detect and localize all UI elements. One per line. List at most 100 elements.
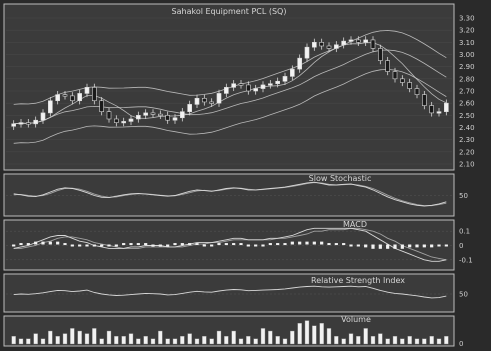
- volume-bar: [40, 338, 46, 345]
- price-band-3: [13, 68, 447, 144]
- price-tick-label: 3.00: [459, 51, 475, 59]
- volume-title: Volume: [341, 315, 371, 324]
- macd-hist-bar: [283, 243, 287, 246]
- macd-line-0: [13, 227, 447, 262]
- price-panel: [3, 3, 455, 171]
- volume-bar: [429, 336, 434, 345]
- macd-hist-bar: [202, 244, 206, 247]
- candle: [150, 112, 156, 115]
- volume-bar: [356, 336, 361, 345]
- candle: [121, 121, 126, 124]
- candle: [407, 82, 412, 89]
- candle: [348, 39, 354, 42]
- macd-hist-bar: [408, 244, 412, 248]
- price-axis-ticks: 3.30 3.20 3.10 3.00 2.90 2.80 2.70 2.60 2.50 2.40…: [459, 15, 475, 169]
- volume-bar: [246, 336, 251, 345]
- macd-hist-bar: [232, 243, 236, 246]
- macd-hist-bar: [26, 243, 30, 246]
- candle: [246, 84, 251, 92]
- volume-bar: [224, 336, 229, 345]
- macd-title: MACD: [343, 220, 367, 229]
- candle: [114, 118, 119, 123]
- candle: [268, 83, 273, 86]
- macd-hist-bar: [342, 243, 346, 246]
- macd-line-1: [13, 227, 447, 261]
- macd-hist-bar: [129, 243, 133, 246]
- volume-bar: [407, 336, 412, 345]
- stochastic-line-1: [13, 182, 447, 207]
- candle: [216, 93, 222, 104]
- volume-bar: [187, 333, 192, 345]
- candle: [165, 115, 170, 121]
- candle: [312, 42, 317, 48]
- volume-bar: [400, 338, 405, 345]
- macd-hist-bar: [327, 243, 331, 246]
- price-tick-label: 3.20: [459, 27, 475, 35]
- candle: [231, 83, 236, 88]
- candle: [128, 118, 134, 122]
- price-tick-label: 2.10: [459, 161, 475, 169]
- price-tick-label: 2.60: [459, 100, 475, 108]
- candle: [172, 117, 178, 121]
- volume-bar: [444, 336, 449, 345]
- price-tick-label: 2.50: [459, 112, 475, 120]
- candle: [341, 40, 346, 46]
- rsi-line-0: [13, 285, 447, 299]
- volume-bar: [180, 336, 185, 345]
- volume-bar: [136, 338, 141, 345]
- volume-bar: [348, 333, 354, 345]
- volume-bar: [209, 338, 214, 345]
- candle: [414, 88, 420, 95]
- candle: [70, 95, 75, 102]
- volume-bar: [114, 336, 119, 345]
- macd-hist-bar: [444, 244, 448, 247]
- macd-hist-bar: [12, 244, 16, 247]
- candle: [290, 68, 295, 77]
- macd-layer: 0.1 0 -0.1: [6, 227, 473, 264]
- volume-bar: [62, 333, 68, 345]
- volume-tick-label: 0: [459, 340, 463, 348]
- volume-bar: [341, 338, 346, 345]
- volume-bar: [297, 323, 302, 345]
- macd-hist-bar: [107, 244, 111, 247]
- candle: [84, 87, 90, 94]
- candle: [253, 88, 258, 92]
- candle: [224, 87, 229, 94]
- price-tick-label: 3.10: [459, 39, 475, 47]
- macd-hist-bar: [430, 244, 434, 248]
- volume-bar: [312, 325, 317, 345]
- macd-hist-bar: [239, 243, 243, 246]
- macd-hist-bar: [144, 243, 148, 246]
- macd-hist-bar: [386, 244, 390, 249]
- volume-bar: [18, 338, 24, 345]
- rsi-layer: 50: [6, 285, 468, 299]
- candle: [194, 98, 200, 105]
- macd-hist-bar: [437, 244, 441, 247]
- stochastic-layer: 50: [6, 181, 468, 207]
- macd-hist-bar: [78, 244, 82, 247]
- candle: [422, 94, 427, 106]
- candle: [158, 113, 163, 116]
- volume-bar: [143, 336, 148, 345]
- candle: [260, 84, 266, 89]
- macd-hist-bar: [158, 244, 162, 247]
- macd-hist-bar: [334, 243, 338, 246]
- macd-hist-bar: [151, 244, 155, 247]
- macd-hist-bar: [85, 244, 89, 247]
- macd-hist-bar: [400, 244, 404, 249]
- volume-bar: [422, 338, 427, 345]
- price-tick-label: 2.20: [459, 148, 475, 156]
- volume-bar: [194, 338, 200, 345]
- macd-hist-bar: [188, 243, 192, 246]
- volume-bar: [385, 338, 390, 345]
- macd-hist-bar: [34, 241, 38, 245]
- stochastic-line-0: [13, 181, 447, 207]
- macd-hist-bar: [122, 243, 126, 246]
- volume-bar: [436, 338, 442, 345]
- macd-tick-label: 0: [459, 242, 463, 250]
- macd-hist-bar: [100, 244, 104, 247]
- volume-bar: [238, 338, 244, 345]
- price-tick-label: 2.30: [459, 136, 475, 144]
- macd-hist-bar: [224, 243, 228, 246]
- volume-bar: [158, 330, 163, 345]
